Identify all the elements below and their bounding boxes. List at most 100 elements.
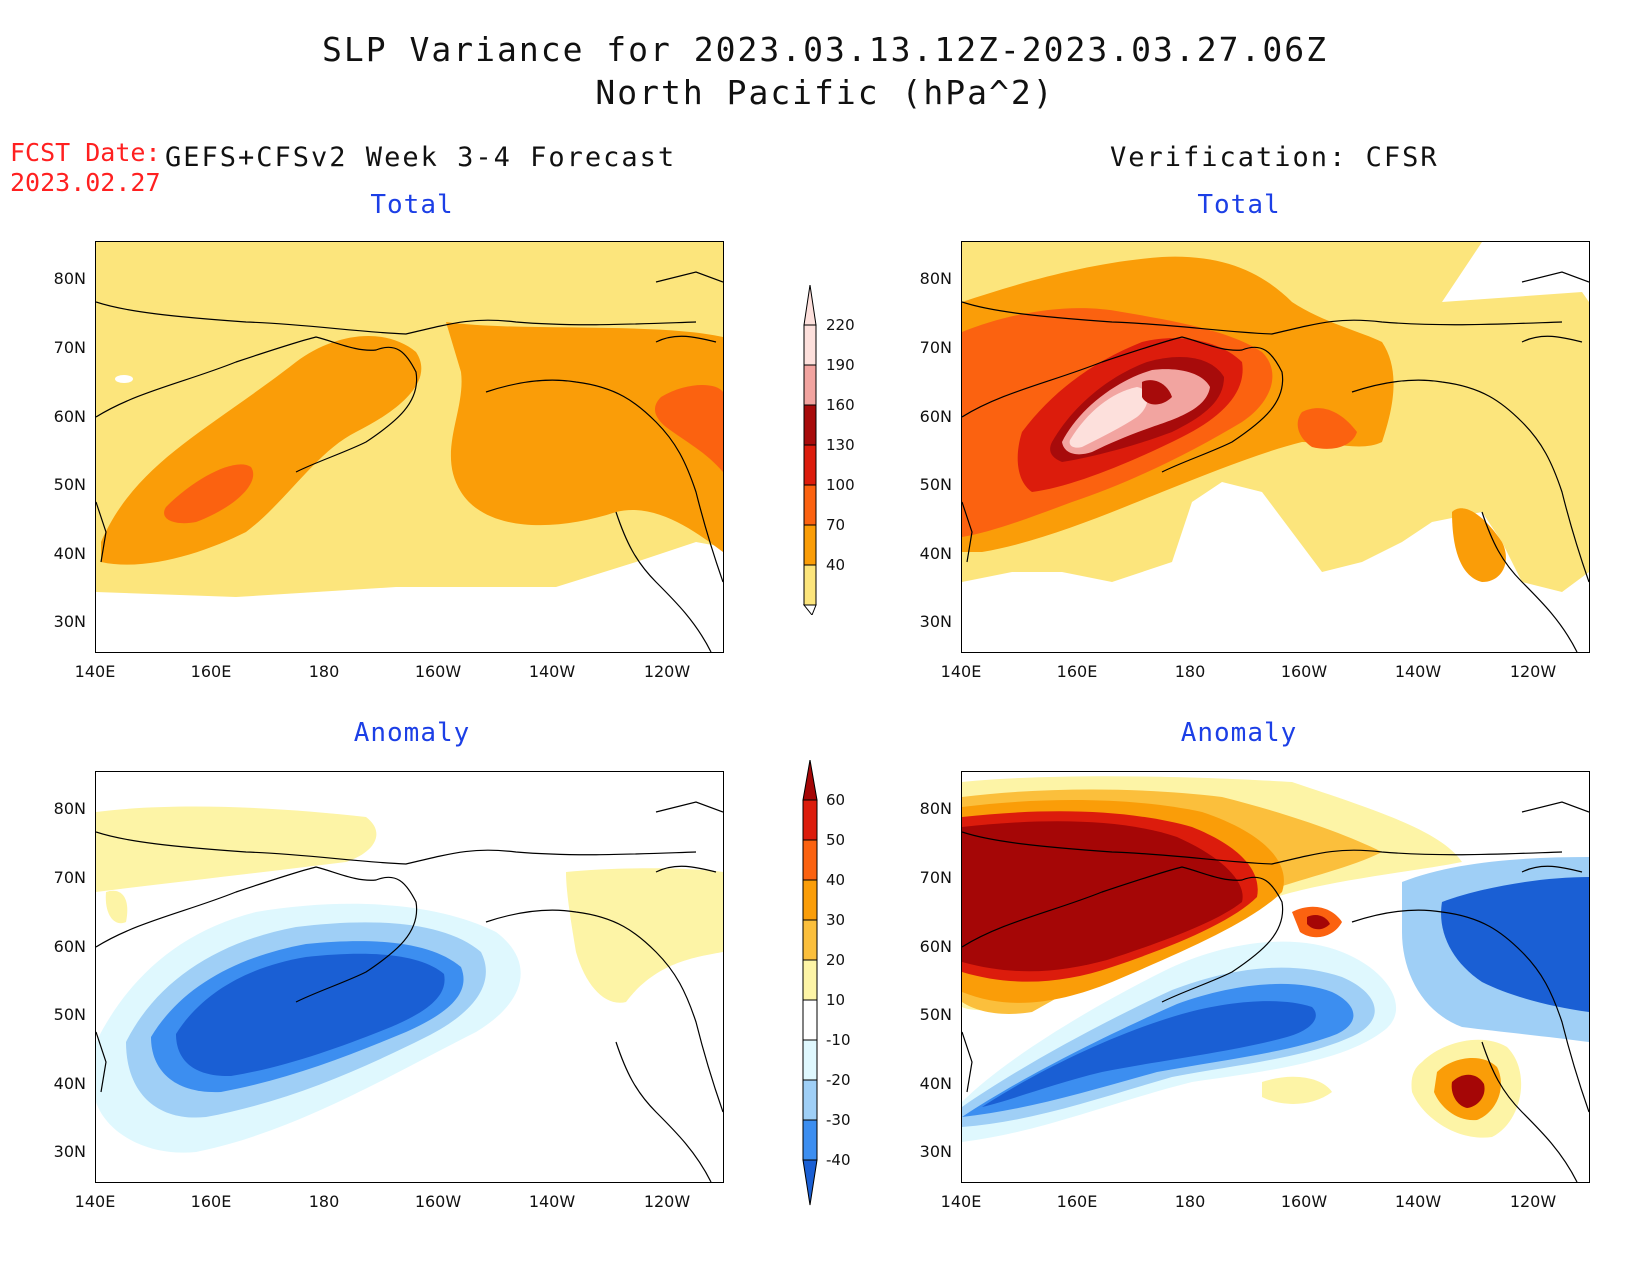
forecast-anomaly-title: Anomaly: [353, 718, 471, 748]
verification-anomaly-title: Anomaly: [1180, 718, 1298, 748]
verification-total-title: Total: [1197, 190, 1281, 220]
colorbar-swatch: [802, 999, 818, 1041]
lon-label: 140E: [74, 662, 116, 681]
lat-label: 60N: [919, 937, 952, 956]
lat-label: 60N: [53, 937, 86, 956]
colorbar-tick-label: 60: [826, 791, 846, 809]
lon-label: 160W: [1280, 1192, 1328, 1211]
lon-label: 160W: [414, 1192, 462, 1211]
coastline: [96, 271, 723, 652]
verification-total-map: [961, 241, 1590, 653]
verification-anomaly-map: [961, 771, 1590, 1183]
lat-label: 70N: [919, 868, 952, 887]
lat-label: 40N: [53, 1074, 86, 1093]
lat-label: 80N: [919, 269, 952, 288]
colorbar-total: 220 190 160 130 100 70 40: [790, 285, 870, 615]
lat-label: 40N: [919, 1074, 952, 1093]
colorbar-tick-label: 40: [826, 871, 846, 889]
colorbar-swatch: [803, 524, 817, 566]
colorbar-swatch: [803, 484, 817, 526]
lon-label: 180: [308, 1192, 340, 1211]
colorbar-swatch: [803, 404, 817, 446]
colorbar-swatch: [802, 1039, 818, 1081]
lon-label: 160E: [1056, 1192, 1098, 1211]
coastline: [962, 271, 1589, 652]
colorbar-swatch: [802, 839, 818, 881]
colorbar-swatch: [802, 1079, 818, 1121]
colorbar-tick-label: 220: [826, 316, 855, 334]
lat-label: 50N: [919, 1005, 952, 1024]
colorbar-swatch: [802, 604, 817, 615]
lon-label: 160W: [414, 662, 462, 681]
lon-label: 140E: [74, 1192, 116, 1211]
colorbar-tick-label: 20: [826, 951, 846, 969]
colorbar-tick-label: 50: [826, 831, 846, 849]
anomaly-fill-above-60: [962, 821, 1243, 972]
colorbar-anomaly: 60 50 40 30 20 10 -10 -20 -30 -40: [790, 760, 870, 1210]
forecast-total-map: [95, 241, 724, 653]
lon-label: 180: [1174, 662, 1206, 681]
lat-label: 30N: [919, 612, 952, 631]
lon-label: 140W: [528, 662, 576, 681]
lon-label: 140W: [528, 1192, 576, 1211]
lat-label: 80N: [53, 269, 86, 288]
lon-label: 180: [1174, 1192, 1206, 1211]
main-title: SLP Variance for 2023.03.13.12Z-2023.03.…: [322, 30, 1328, 69]
colorbar-swatch: [802, 1159, 818, 1206]
lon-label: 140E: [940, 1192, 982, 1211]
coastline: [962, 801, 1589, 1182]
forecast-anomaly-map: [95, 771, 724, 1183]
lon-label: 140W: [1394, 662, 1442, 681]
verification-heading: Verification: CFSR: [1110, 142, 1439, 173]
colorbar-tick-label: 100: [826, 476, 855, 494]
lon-label: 160E: [190, 662, 232, 681]
colorbar-swatch: [802, 799, 818, 841]
colorbar-swatch: [803, 564, 817, 606]
lat-label: 40N: [53, 544, 86, 563]
forecast-total-title: Total: [370, 190, 454, 220]
colorbar-swatch: [802, 760, 818, 801]
colorbar-tick-label: 130: [826, 436, 855, 454]
anomaly-fill-southeast-60: [1451, 1074, 1485, 1108]
lon-label: 160E: [190, 1192, 232, 1211]
colorbar-tick-label: -10: [826, 1031, 851, 1049]
lat-label: 70N: [53, 338, 86, 357]
colorbar-swatch: [802, 959, 818, 1001]
lat-label: 30N: [919, 1142, 952, 1161]
colorbar-tick-label: 190: [826, 356, 855, 374]
lat-label: 30N: [53, 1142, 86, 1161]
lon-label: 160W: [1280, 662, 1328, 681]
colorbar-swatch: [803, 444, 817, 486]
colorbar-tick-label: 10: [826, 991, 846, 1009]
lat-label: 50N: [919, 475, 952, 494]
lon-label: 120W: [1509, 1192, 1557, 1211]
forecast-date-label: FCST Date:: [10, 138, 161, 167]
lat-label: 60N: [53, 407, 86, 426]
lat-label: 70N: [53, 868, 86, 887]
lat-label: 30N: [53, 612, 86, 631]
forecast-date-value: 2023.02.27: [10, 168, 161, 197]
lat-label: 80N: [919, 799, 952, 818]
colorbar-tick-label: -30: [826, 1111, 851, 1129]
variance-fill-100-130-east: [654, 385, 723, 472]
forecast-heading: GEFS+CFSv2 Week 3-4 Forecast: [165, 142, 677, 173]
lon-label: 140W: [1394, 1192, 1442, 1211]
forecast-date-block: FCST Date: 2023.02.27: [10, 138, 161, 198]
colorbar-tick-label: 40: [826, 556, 846, 574]
colorbar-tick-label: 30: [826, 911, 846, 929]
lat-label: 50N: [53, 1005, 86, 1024]
colorbar-swatch: [803, 364, 817, 406]
variance-fill-below-40: [96, 542, 723, 652]
lat-label: 60N: [919, 407, 952, 426]
variance-fill-70-100-east: [446, 322, 723, 552]
main-subtitle: North Pacific (hPa^2): [595, 73, 1055, 112]
colorbar-swatch: [802, 1119, 818, 1161]
anomaly-fill-below-minus40: [176, 953, 445, 1077]
anomaly-fill-10-20-east: [566, 868, 723, 1003]
colorbar-tick-label: 70: [826, 516, 846, 534]
lat-label: 80N: [53, 799, 86, 818]
colorbar-tick-label: 160: [826, 396, 855, 414]
lon-label: 180: [308, 662, 340, 681]
colorbar-tick-label: -20: [826, 1071, 851, 1089]
lat-label: 40N: [919, 544, 952, 563]
